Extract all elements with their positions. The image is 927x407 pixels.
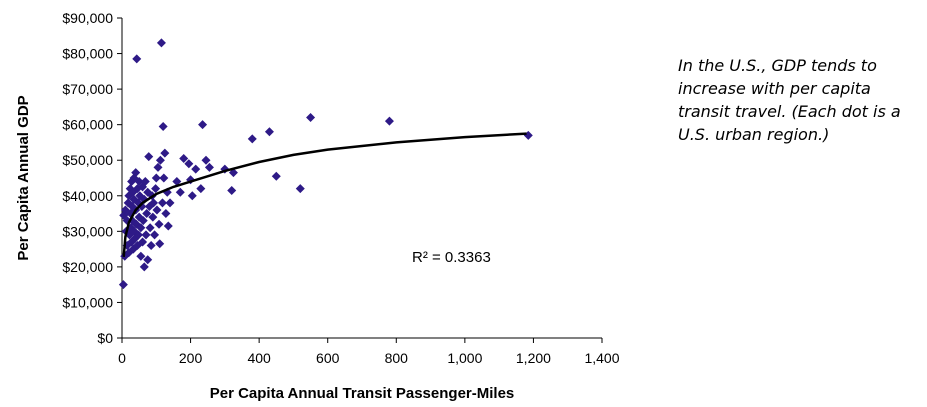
data-point xyxy=(306,113,316,123)
data-point xyxy=(131,168,141,178)
x-axis-ticks: 0 200 400 600 800 1,000 1,200 1,400 xyxy=(118,338,620,366)
data-point xyxy=(138,237,148,247)
data-point xyxy=(271,171,281,181)
data-point xyxy=(175,187,185,197)
y-tick-label: $60,000 xyxy=(62,117,113,133)
y-axis-title: Per Capita Annual GDP xyxy=(15,95,32,260)
data-point xyxy=(184,159,194,169)
data-point xyxy=(155,155,165,165)
r-squared-label: R² = 0.3363 xyxy=(412,249,491,266)
data-point xyxy=(118,280,128,290)
data-point xyxy=(201,155,211,165)
data-point xyxy=(264,127,274,137)
data-point xyxy=(158,121,168,131)
data-point xyxy=(140,177,150,187)
data-point xyxy=(143,255,153,265)
data-point xyxy=(204,162,214,172)
data-point xyxy=(198,120,208,130)
x-tick-label: 400 xyxy=(247,350,271,366)
y-tick-label: $20,000 xyxy=(62,259,113,275)
y-tick-label: $10,000 xyxy=(62,294,113,310)
data-point xyxy=(196,184,206,194)
data-point xyxy=(150,230,160,240)
y-tick-label: $70,000 xyxy=(62,81,113,97)
data-point xyxy=(153,162,163,172)
data-point xyxy=(151,184,161,194)
data-point xyxy=(145,223,155,233)
data-point xyxy=(179,153,189,163)
x-tick-label: 200 xyxy=(179,350,203,366)
data-point xyxy=(247,134,257,144)
data-point xyxy=(159,173,169,183)
data-point xyxy=(160,148,170,158)
data-point xyxy=(144,152,154,162)
x-tick-label: 800 xyxy=(385,350,409,366)
chart-annotation: In the U.S., GDP tends to increase with … xyxy=(678,56,901,144)
data-point xyxy=(154,219,164,229)
data-point xyxy=(384,116,394,126)
trendline xyxy=(122,132,527,258)
data-point xyxy=(146,241,156,251)
x-tick-label: 0 xyxy=(118,350,126,366)
data-point xyxy=(141,230,151,240)
x-axis-title: Per Capita Annual Transit Passenger-Mile… xyxy=(210,385,515,402)
data-point xyxy=(523,130,533,140)
data-point xyxy=(152,205,162,215)
data-point xyxy=(163,221,173,231)
data-point xyxy=(157,198,167,208)
data-point xyxy=(187,191,197,201)
data-point xyxy=(295,184,305,194)
data-point xyxy=(227,185,237,195)
x-tick-label: 1,000 xyxy=(447,350,482,366)
x-tick-label: 600 xyxy=(316,350,340,366)
data-point xyxy=(148,212,158,222)
y-tick-label: $30,000 xyxy=(62,223,113,239)
data-point xyxy=(191,164,201,174)
data-point xyxy=(132,54,142,64)
data-point xyxy=(165,198,175,208)
y-tick-label: $40,000 xyxy=(62,188,113,204)
y-tick-label: $90,000 xyxy=(62,10,113,26)
data-point xyxy=(156,38,166,48)
y-tick-label: $50,000 xyxy=(62,152,113,168)
x-tick-label: 1,200 xyxy=(516,350,551,366)
data-point xyxy=(161,209,171,219)
y-axis-ticks: $0 $10,000 $20,000 $30,000 $40,000 $50,000 $60… xyxy=(62,10,122,346)
scatter-chart: $0 $10,000 $20,000 $30,000 $40,000 $50,000 $60… xyxy=(15,10,620,402)
data-point xyxy=(136,223,146,233)
data-point xyxy=(172,177,182,187)
y-tick-label: $80,000 xyxy=(62,46,113,62)
data-point xyxy=(151,173,161,183)
data-point xyxy=(149,198,159,208)
data-points xyxy=(118,38,533,290)
data-point xyxy=(138,216,148,226)
data-point xyxy=(133,230,143,240)
data-point xyxy=(142,209,152,219)
x-tick-label: 1,400 xyxy=(584,350,619,366)
data-point xyxy=(139,262,149,272)
data-point xyxy=(155,239,165,249)
axes xyxy=(121,18,602,339)
y-tick-label: $0 xyxy=(97,330,113,346)
data-point xyxy=(136,251,146,261)
